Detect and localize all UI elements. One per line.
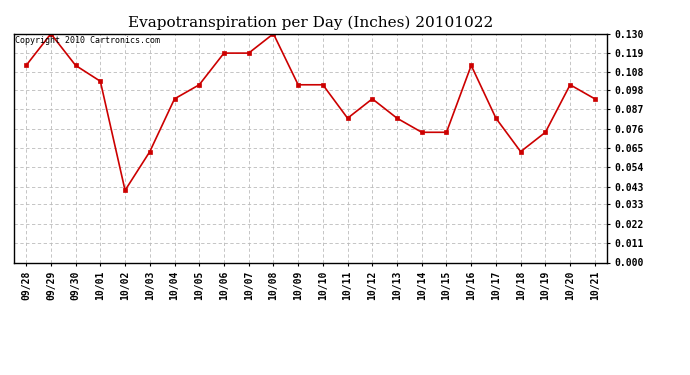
Title: Evapotranspiration per Day (Inches) 20101022: Evapotranspiration per Day (Inches) 2010… xyxy=(128,15,493,30)
Text: Copyright 2010 Cartronics.com: Copyright 2010 Cartronics.com xyxy=(15,36,160,45)
